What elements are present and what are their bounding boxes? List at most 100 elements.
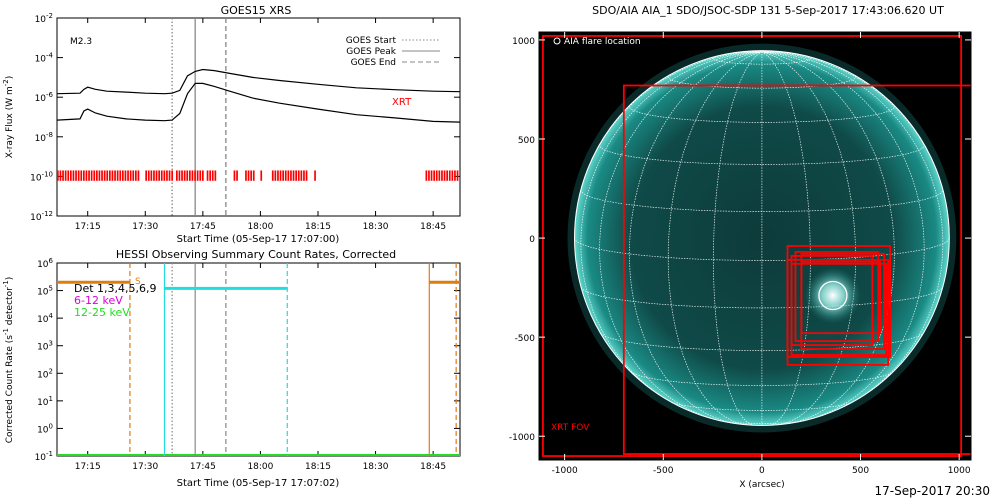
goes-xrt-tick [446, 170, 448, 181]
goes-xrt-tick [176, 170, 178, 181]
goes-xrt-tick [428, 170, 430, 181]
goes-xrt-tick [109, 170, 111, 181]
aia-y-tick-label: 0 [529, 235, 535, 245]
goes-xrt-tick [303, 170, 305, 181]
aia-x-axis-label: X (arcsec) [739, 480, 784, 490]
goes-xrt-tick [194, 170, 196, 181]
goes-flare-class: M2.3 [70, 37, 92, 47]
goes-xrt-tick [252, 170, 255, 181]
goes-xrt-tick [454, 170, 456, 181]
goes-xrt-tick [96, 170, 98, 181]
goes-y-tick-label: 10-4 [35, 52, 54, 65]
goes-xrt-tick [435, 170, 438, 181]
goes-xrt-tick [247, 170, 250, 181]
aia-fov-label: XRT FOV [551, 423, 590, 433]
goes-xrt-tick [314, 170, 316, 181]
rhessi-y-tick-label: 106 [37, 257, 53, 270]
aia-y-tick-label: -500 [515, 334, 536, 344]
goes-x-tick-label: 18:45 [420, 222, 446, 232]
aia-latitude-line [630, 371, 893, 386]
aia-latitude-line [600, 332, 924, 351]
goes-xrt-tick [284, 170, 287, 181]
rhessi-y-tick-label: 100 [37, 422, 53, 435]
goes-xrt-tick [62, 170, 64, 181]
aia-xrt-fov-box [786, 258, 890, 366]
aia-longitude-line [580, 51, 762, 407]
rhessi-panel: HESSI Observing Summary Count Rates, Cor… [2, 248, 461, 489]
goes-x-ticks: 17:15 17:30 17:45 18:00 18:15 18:30 18:45 [75, 18, 446, 232]
goes-xrt-tick [114, 170, 116, 181]
aia-y-tick-label: 500 [518, 136, 535, 146]
aia-xrt-fov-box [542, 35, 963, 457]
aia-xrt-fov-box [790, 255, 874, 346]
aia-longitude-line [761, 51, 925, 422]
rhessi-legend-label: Det 1,3,4,5,6,9 [74, 282, 157, 295]
goes-series [56, 68, 461, 123]
goes-xrt-tick [287, 170, 290, 181]
goes-xrt-tick [158, 170, 160, 181]
goes-xrt-tick [153, 170, 155, 181]
goes-xrt-tick [211, 170, 214, 181]
aia-x-tick-label: -1000 [552, 466, 578, 476]
goes-xrt-tick [250, 170, 252, 181]
goes-xrt-tick [101, 170, 103, 181]
rhessi-y-tick-label: 105 [37, 285, 53, 298]
goes-title: GOES15 XRS [221, 4, 292, 17]
rhessi-y-ticks: 10-1 100 101 102 103 104 105 106 [35, 257, 460, 463]
aia-flare-marker [818, 280, 848, 311]
rhessi-x-tick-label: 17:15 [75, 462, 101, 472]
goes-xrt-tick [163, 170, 166, 181]
goes-xrt-tick [90, 170, 93, 181]
goes-xrt-tick [183, 170, 186, 181]
goes-xrt-tick [111, 170, 114, 181]
aia-latitude-line [713, 55, 811, 65]
rhessi-y-tick-label: 103 [37, 340, 53, 353]
goes-x-tick-label: 18:15 [305, 222, 331, 232]
aia-latitude-line [718, 420, 806, 424]
rhessi-y-tick-label: 101 [37, 395, 53, 408]
rhessi-x-tick-label: 18:00 [247, 462, 273, 472]
aia-image [542, 35, 971, 457]
goes-xrt-tick [132, 170, 135, 181]
goes-xrt-tick [103, 170, 106, 181]
goes-xrt-tick [127, 170, 129, 181]
goes-xrt-tick [297, 170, 300, 181]
aia-x-tick-label: 500 [852, 466, 869, 476]
goes-series-long [56, 68, 461, 95]
goes-xrt-tick [124, 170, 127, 181]
goes-xrt-tick [279, 170, 282, 181]
goes-xrt-tick [260, 170, 263, 181]
goes-xrt-tick [77, 170, 80, 181]
goes-x-tick-label: 17:45 [190, 222, 216, 232]
goes-xrt-tick [145, 170, 147, 181]
goes-y-tick-label: 10-2 [35, 12, 53, 25]
aia-latitude-line [574, 238, 950, 261]
goes-xrt-tick [67, 170, 70, 181]
aia-limb [574, 50, 950, 426]
goes-xrt-tick [277, 170, 279, 181]
goes-xrt-tick [57, 170, 59, 181]
goes-xrt-tick [236, 170, 238, 181]
rhessi-y-tick-label: 102 [37, 367, 53, 380]
goes-x-tick-label: 18:00 [247, 222, 273, 232]
goes-xrt-tick [245, 170, 247, 181]
goes-xrt-tick [75, 170, 77, 181]
aia-longitude-line [761, 51, 944, 407]
aia-latitude-line [629, 104, 895, 123]
rhessi-annotation-s: S [135, 277, 141, 287]
goes-legend-label: GOES End [351, 58, 396, 68]
goes-xrt-tick [300, 170, 303, 181]
goes-xrt-tick [202, 170, 204, 181]
goes-xrt-tick [282, 170, 284, 181]
goes-xrt-tick [189, 170, 191, 181]
goes-xrt-tick [295, 170, 297, 181]
aia-latitude-line [671, 401, 853, 411]
aia-plot-frame [538, 31, 972, 461]
goes-xrt-tick [119, 170, 122, 181]
goes-xrt-tick [93, 170, 96, 181]
goes-xrt-tick [98, 170, 101, 181]
goes-y-ticks: 10-12 10-10 10-8 10-6 10-4 10-2 [30, 12, 460, 223]
goes-xrt-tick [186, 170, 189, 181]
goes-xrt-tick [137, 170, 140, 181]
goes-xrs-panel: GOES15 XRS 17:15 17:30 17:45 18:00 18:15 18:3… [2, 4, 461, 245]
